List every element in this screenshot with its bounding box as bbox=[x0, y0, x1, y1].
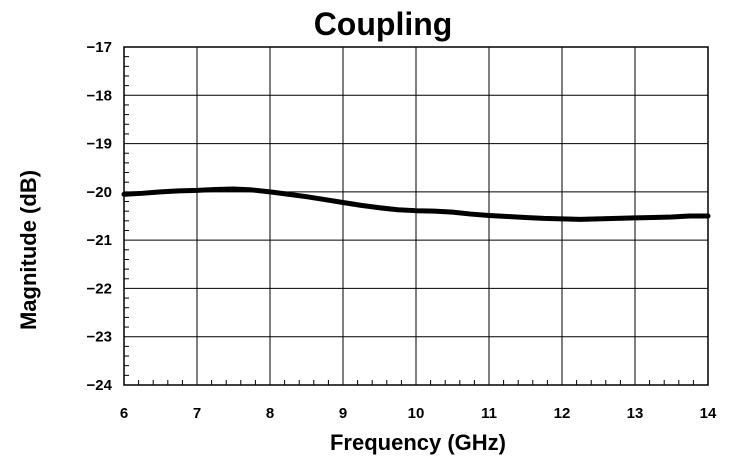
x-tick-label: 6 bbox=[120, 405, 128, 422]
series-group bbox=[121, 186, 711, 222]
minor-ticks bbox=[124, 56, 694, 385]
x-tick-label: 12 bbox=[554, 405, 571, 422]
x-tick-label: 13 bbox=[627, 405, 644, 422]
y-tick-label: −20 bbox=[87, 184, 112, 201]
y-tick-labels: −17 −18 −19 −20 −21 −22 −23 −24 bbox=[87, 39, 113, 394]
x-tick-label: 10 bbox=[408, 405, 425, 422]
x-tick-labels: 6 7 8 9 10 11 12 13 14 bbox=[120, 405, 717, 422]
x-axis-label: Frequency (GHz) bbox=[330, 430, 506, 455]
x-tick-label: 9 bbox=[339, 405, 347, 422]
y-tick-label: −18 bbox=[87, 87, 112, 104]
y-tick-label: −23 bbox=[87, 329, 112, 346]
y-tick-label: −19 bbox=[87, 136, 112, 153]
y-tick-label: −21 bbox=[87, 232, 112, 249]
y-tick-label: −17 bbox=[87, 39, 112, 56]
x-tick-label: 7 bbox=[193, 405, 201, 422]
x-tick-label: 11 bbox=[481, 405, 497, 422]
y-tick-label: −22 bbox=[87, 280, 112, 297]
y-tick-label: −24 bbox=[87, 377, 113, 394]
series-line-0 bbox=[121, 186, 711, 222]
x-tick-label: 8 bbox=[266, 405, 274, 422]
chart-title: Coupling bbox=[314, 6, 453, 42]
x-tick-label: 14 bbox=[700, 405, 717, 422]
y-axis-label: Magnitude (dB) bbox=[16, 170, 41, 330]
